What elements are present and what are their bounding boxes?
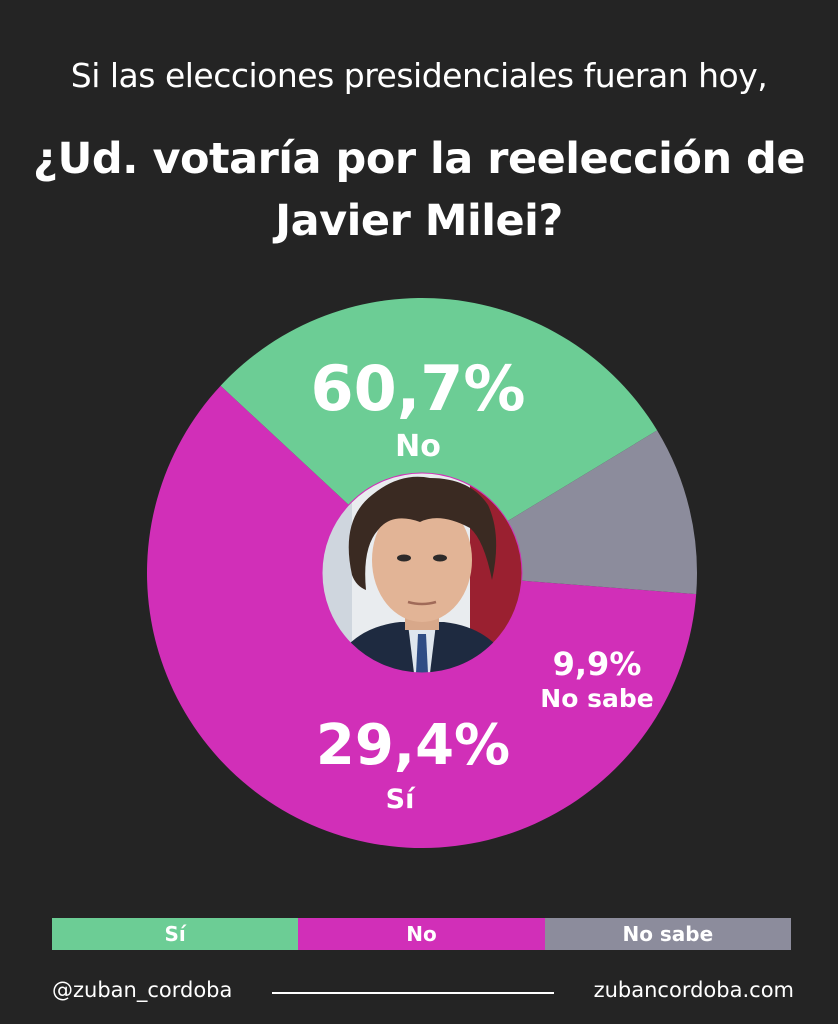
slice-no-sabe: [507, 430, 698, 595]
footer-divider: [272, 992, 554, 994]
no-value-label: 60,7%: [310, 352, 525, 425]
no-sabe-value-label: 9,9%: [553, 645, 642, 683]
legend-item-si: Sí: [52, 918, 299, 950]
legend: Sí No No sabe: [52, 918, 791, 950]
si-category-label: Sí: [386, 784, 416, 815]
donut-chart: 60,7% No 29,4% Sí 9,9% No sabe: [147, 298, 698, 848]
social-handle: @zuban_cordoba: [52, 978, 233, 1002]
slice-no: [147, 385, 697, 848]
chart-title: ¿Ud. votaría por la reelección de Javier…: [33, 134, 805, 246]
legend-item-no: No: [298, 918, 545, 950]
subtitle: Si las elecciones presidenciales fueran …: [70, 56, 768, 95]
slice-si: [220, 298, 658, 522]
portrait-photo: [322, 473, 522, 673]
legend-item-no-sabe: No sabe: [544, 918, 791, 950]
si-value-label: 29,4%: [316, 713, 510, 778]
website-link: zubancordoba.com: [593, 978, 794, 1002]
no-sabe-category-label: No sabe: [540, 684, 653, 713]
no-category-label: No: [395, 429, 441, 464]
